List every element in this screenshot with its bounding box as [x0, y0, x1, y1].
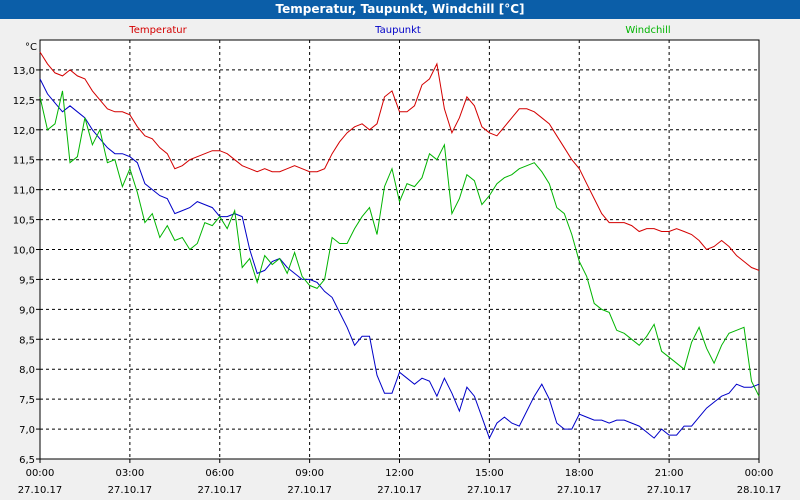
x-tick-date-label: 27.10.17 — [377, 485, 422, 496]
y-tick-label: 6,5 — [19, 455, 35, 466]
y-tick-label: 10,5 — [13, 216, 35, 227]
series-lines — [39, 51, 760, 440]
x-tick-date-label: 27.10.17 — [287, 485, 332, 496]
y-tick-label: 9,5 — [19, 275, 35, 286]
legend-item-temperatur: Temperatur — [128, 25, 187, 36]
line-chart: 6,5 7,0 7,5 8,0 8,5 9,0 9,5 10,0 10,5 11,0 11,5 12,… — [13, 25, 782, 496]
series-line-temperatur — [39, 51, 760, 271]
grid-lines — [36, 40, 760, 463]
x-tick-date-label: 27.10.17 — [467, 485, 512, 496]
y-tick-label: 10,0 — [13, 246, 35, 257]
series-line-windchill — [39, 90, 760, 397]
y-axis-unit: °C — [25, 42, 37, 53]
y-tick-label: 11,5 — [13, 156, 35, 167]
x-tick-time-label: 00:00 — [745, 468, 774, 479]
x-tick-date-label: 27.10.17 — [18, 485, 63, 496]
x-axis-labels: 00:00 27.10.17 03:00 27.10.17 06:00 27.10.17 0… — [18, 468, 782, 496]
x-tick-time-label: 00:00 — [26, 468, 55, 479]
x-tick-time-label: 18:00 — [565, 468, 594, 479]
x-tick-time-label: 09:00 — [295, 468, 324, 479]
y-tick-label: 8,0 — [19, 365, 35, 376]
x-tick-time-label: 06:00 — [205, 468, 234, 479]
legend: Temperatur Taupunkt Windchill — [128, 25, 670, 36]
y-tick-label: 9,0 — [19, 305, 35, 316]
legend-item-taupunkt: Taupunkt — [374, 25, 421, 36]
y-tick-label: 12,0 — [13, 126, 35, 137]
y-tick-label: 13,0 — [13, 66, 35, 77]
x-tick-time-label: 03:00 — [115, 468, 144, 479]
window-title: Temperatur, Taupunkt, Windchill [°C] — [0, 0, 800, 19]
y-tick-label: 8,5 — [19, 335, 35, 346]
x-tick-date-label: 27.10.17 — [197, 485, 242, 496]
y-tick-label: 11,0 — [13, 186, 35, 197]
x-tick-time-label: 21:00 — [655, 468, 684, 479]
y-tick-label: 7,5 — [19, 395, 35, 406]
series-line-taupunkt — [39, 78, 760, 440]
y-tick-label: 7,0 — [19, 425, 35, 436]
y-axis-labels: 6,5 7,0 7,5 8,0 8,5 9,0 9,5 10,0 10,5 11,0 11,5 12,… — [13, 66, 35, 466]
x-tick-date-label: 28.10.17 — [737, 485, 782, 496]
legend-item-windchill: Windchill — [625, 25, 670, 36]
x-tick-date-label: 27.10.17 — [557, 485, 602, 496]
x-tick-date-label: 27.10.17 — [108, 485, 153, 496]
x-tick-time-label: 15:00 — [475, 468, 504, 479]
x-tick-date-label: 27.10.17 — [647, 485, 692, 496]
x-tick-time-label: 12:00 — [385, 468, 414, 479]
y-tick-label: 12,5 — [13, 96, 35, 107]
